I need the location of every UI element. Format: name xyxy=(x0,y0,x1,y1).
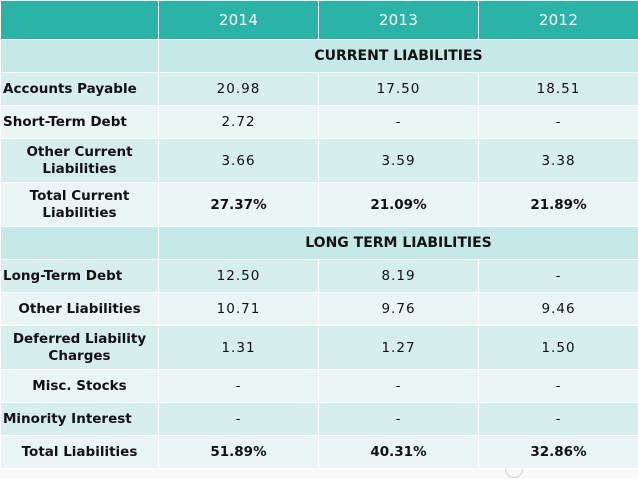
long-term-liabilities-section-row: LONG TERM LIABILITIES xyxy=(0,226,638,260)
cell-value: 1.27 xyxy=(318,325,479,370)
year-2012-header: 2012 xyxy=(478,0,638,40)
row-label: Minority Interest xyxy=(0,402,159,436)
table-row: Total Current Liabilities 27.37% 21.09% … xyxy=(0,182,638,227)
row-label: Deferred Liability Charges xyxy=(0,325,159,370)
cell-value: 27.37% xyxy=(158,182,319,227)
liabilities-table: 2014 2013 2012 CURRENT LIABILITIES Accou… xyxy=(0,0,638,469)
row-label: Misc. Stocks xyxy=(0,369,159,403)
row-label: Accounts Payable xyxy=(0,72,159,106)
year-2013-header: 2013 xyxy=(318,0,479,40)
table-row: Accounts Payable 20.98 17.50 18.51 xyxy=(0,72,638,106)
row-label: Total Current Liabilities xyxy=(0,182,159,227)
cell-value: 21.89% xyxy=(478,182,638,227)
table-row: Short-Term Debt 2.72 - - xyxy=(0,105,638,139)
row-label: Short-Term Debt xyxy=(0,105,159,139)
cell-value: 17.50 xyxy=(318,72,479,106)
cell-value: - xyxy=(478,402,638,436)
cell-value: 20.98 xyxy=(158,72,319,106)
cell-value: - xyxy=(478,369,638,403)
cell-value: 3.38 xyxy=(478,138,638,183)
cell-value: 9.46 xyxy=(478,292,638,326)
row-label: Total Liabilities xyxy=(0,435,159,469)
year-header-row: 2014 2013 2012 xyxy=(0,0,638,40)
cell-value: 1.50 xyxy=(478,325,638,370)
cell-value: 1.31 xyxy=(158,325,319,370)
cell-value: - xyxy=(318,369,479,403)
table-row: Other Current Liabilities 3.66 3.59 3.38 xyxy=(0,138,638,183)
current-liabilities-heading: CURRENT LIABILITIES xyxy=(158,39,638,73)
cell-value: - xyxy=(318,402,479,436)
cell-value: - xyxy=(158,369,319,403)
cell-value: 32.86% xyxy=(478,435,638,469)
current-liabilities-section-row: CURRENT LIABILITIES xyxy=(0,39,638,73)
cell-value: 18.51 xyxy=(478,72,638,106)
row-label: Long-Term Debt xyxy=(0,259,159,293)
cell-value: - xyxy=(478,105,638,139)
section-blank-cell xyxy=(0,226,159,260)
cell-value: - xyxy=(478,259,638,293)
cell-value: 8.19 xyxy=(318,259,479,293)
table-row: Misc. Stocks - - - xyxy=(0,369,638,403)
cell-value: 3.59 xyxy=(318,138,479,183)
table-row: Deferred Liability Charges 1.31 1.27 1.5… xyxy=(0,325,638,370)
cell-value: 10.71 xyxy=(158,292,319,326)
cell-value: - xyxy=(318,105,479,139)
row-label: Other Liabilities xyxy=(0,292,159,326)
table-row: Total Liabilities 51.89% 40.31% 32.86% xyxy=(0,435,638,469)
cell-value: 51.89% xyxy=(158,435,319,469)
cell-value: - xyxy=(158,402,319,436)
cell-value: 21.09% xyxy=(318,182,479,227)
table-row: Long-Term Debt 12.50 8.19 - xyxy=(0,259,638,293)
cell-value: 9.76 xyxy=(318,292,479,326)
cell-value: 3.66 xyxy=(158,138,319,183)
cell-value: 40.31% xyxy=(318,435,479,469)
table-row: Minority Interest - - - xyxy=(0,402,638,436)
cell-value: 12.50 xyxy=(158,259,319,293)
header-blank-cell xyxy=(0,0,159,40)
cell-value: 2.72 xyxy=(158,105,319,139)
long-term-liabilities-heading: LONG TERM LIABILITIES xyxy=(158,226,638,260)
table-row: Other Liabilities 10.71 9.76 9.46 xyxy=(0,292,638,326)
row-label: Other Current Liabilities xyxy=(0,138,159,183)
section-blank-cell xyxy=(0,39,159,73)
year-2014-header: 2014 xyxy=(158,0,319,40)
